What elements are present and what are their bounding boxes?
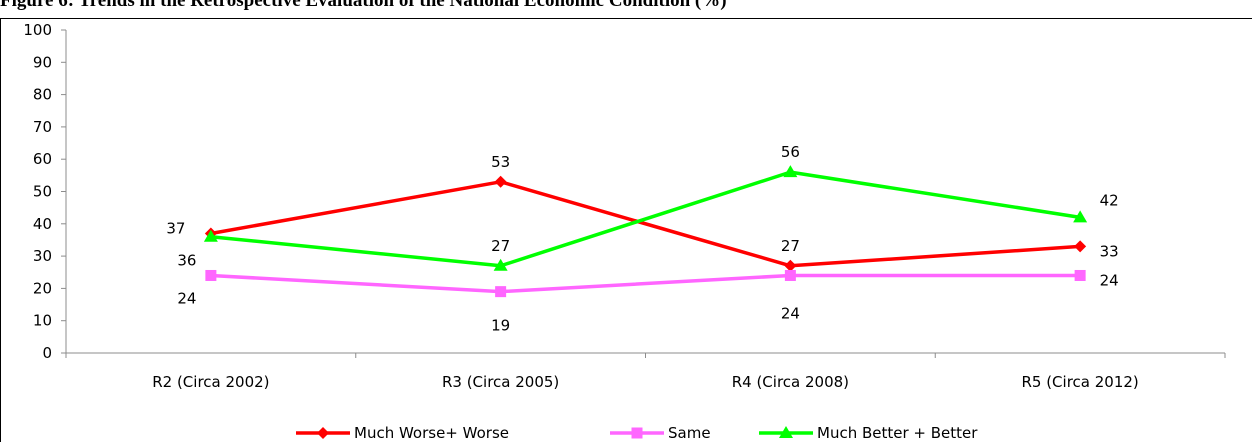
series-line-same [210,273,1081,294]
y-tick-label: 90 [33,53,52,71]
legend-marker-same [631,427,643,439]
data-label: 53 [491,153,510,171]
y-tick-label: 40 [33,215,52,233]
data-label: 24 [1100,271,1119,289]
data-label: 19 [491,317,510,335]
y-tick-label: 30 [33,247,52,265]
y-tick-label: 100 [23,21,52,39]
data-label: 33 [1100,242,1119,260]
data-label: 37 [166,219,185,237]
y-tick-label: 50 [33,183,52,201]
y-tick-label: 80 [33,86,52,104]
data-label: 24 [781,304,800,322]
y-tick-label: 60 [33,150,52,168]
legend-label-much-worse-worse: Much Worse+ Worse [354,424,509,442]
data-point-much-worse-worse [784,259,797,272]
legend-marker-much-worse-worse [317,427,329,439]
data-point-same [1074,269,1086,281]
data-point-much-better-better [203,229,218,242]
y-tick-label: 10 [33,312,52,330]
data-point-much-better-better [1073,210,1088,223]
data-point-much-worse-worse [1074,240,1087,253]
chart-frame [0,18,1252,442]
data-point-same [784,269,796,281]
x-tick-label: R2 (Circa 2002) [152,373,269,391]
data-label: 42 [1100,191,1119,209]
legend-label-much-better-better: Much Better + Better [817,424,978,442]
data-point-much-better-better [493,258,508,271]
data-point-same [495,286,507,298]
y-tick-label: 0 [42,344,52,362]
data-label: 36 [177,252,196,270]
x-tick-label: R5 (Circa 2012) [1021,373,1138,391]
legend-marker-much-better-better [779,426,793,438]
data-point-much-worse-worse [494,175,507,188]
data-label: 27 [491,237,510,255]
data-label: 24 [177,289,196,307]
x-tick-label: R3 (Circa 2005) [442,373,559,391]
data-point-much-better-better [783,165,798,178]
data-label: 27 [781,237,800,255]
data-point-same [205,269,217,281]
y-tick-label: 70 [33,118,52,136]
series-line-much-better-better [210,170,1081,268]
legend-label-same: Same [668,424,711,442]
data-label: 56 [781,143,800,161]
y-tick-label: 20 [33,279,52,297]
figure-title: Figure 6: Trends in the Retrospective Ev… [0,0,727,11]
series-line-much-worse-worse [210,180,1081,268]
x-tick-label: R4 (Circa 2008) [732,373,849,391]
